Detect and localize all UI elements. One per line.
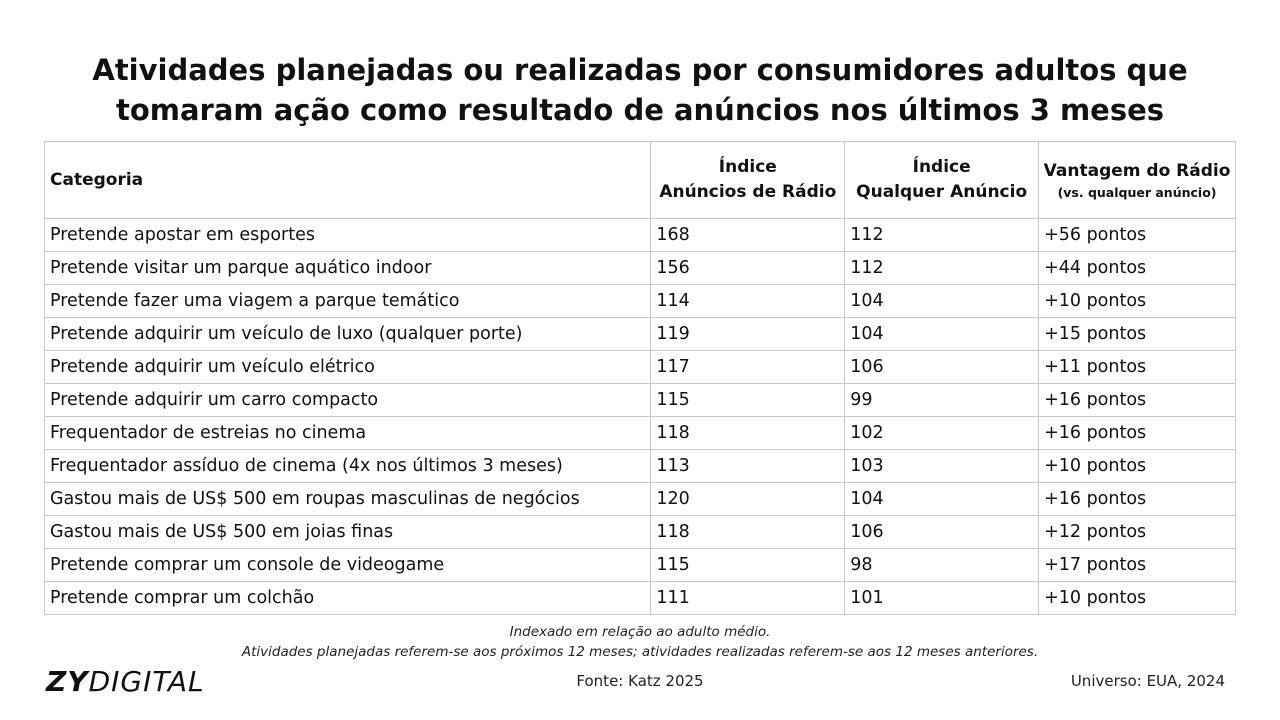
page-title: Atividades planejadas ou realizadas por …	[0, 50, 1280, 130]
cell-advantage: +16 pontos	[1038, 383, 1236, 417]
cell-advantage: +16 pontos	[1038, 416, 1236, 450]
table-row: Pretende apostar em esportes 168 112 +56…	[43, 218, 1236, 252]
table-row: Pretende comprar um colchão 111 101 +10 …	[43, 581, 1236, 615]
cell-any-index: 104	[844, 317, 1040, 351]
footnote-period-note: Atividades planejadas referem-se aos pró…	[241, 644, 1039, 660]
cell-category: Pretende visitar um parque aquático indo…	[43, 251, 652, 285]
cell-radio-index: 115	[650, 548, 846, 582]
cell-any-index: 101	[844, 581, 1040, 615]
header-advantage-main: Vantagem do Rádio	[1043, 160, 1231, 181]
header-any-index: Índice Qualquer Anúncio	[844, 141, 1040, 219]
header-advantage-sub: (vs. qualquer anúncio)	[1057, 184, 1217, 200]
cell-advantage: +16 pontos	[1038, 482, 1236, 516]
cell-category: Pretende comprar um console de videogame	[43, 548, 652, 582]
cell-category: Gastou mais de US$ 500 em roupas masculi…	[43, 482, 652, 516]
cell-category: Pretende adquirir um veículo elétrico	[43, 350, 652, 384]
cell-any-index: 98	[844, 548, 1040, 582]
table-body: Pretende apostar em esportes 168 112 +56…	[43, 218, 1236, 615]
table-row: Frequentador de estreias no cinema 118 1…	[43, 416, 1236, 450]
cell-advantage: +44 pontos	[1038, 251, 1236, 285]
cell-radio-index: 118	[650, 515, 846, 549]
cell-radio-index: 119	[650, 317, 846, 351]
page-title-line2: tomaram ação como resultado de anúncios …	[115, 93, 1165, 127]
cell-category: Gastou mais de US$ 500 em joias finas	[43, 515, 652, 549]
cell-radio-index: 114	[650, 284, 846, 318]
page-title-line1: Atividades planejadas ou realizadas por …	[92, 53, 1188, 87]
cell-radio-index: 113	[650, 449, 846, 483]
cell-category: Pretende apostar em esportes	[43, 218, 652, 252]
cell-any-index: 106	[844, 515, 1040, 549]
cell-advantage: +12 pontos	[1038, 515, 1236, 549]
zy-digital-logo: ZYDIGITAL	[46, 664, 205, 700]
activities-table: Categoria Índice Anúncios de Rádio Índic…	[43, 141, 1236, 615]
table-row: Pretende adquirir um veículo de luxo (qu…	[43, 317, 1236, 351]
cell-radio-index: 168	[650, 218, 846, 252]
cell-any-index: 103	[844, 449, 1040, 483]
header-radio-advantage: Vantagem do Rádio (vs. qualquer anúncio)	[1038, 141, 1236, 219]
cell-radio-index: 115	[650, 383, 846, 417]
universe-note: Universo: EUA, 2024	[1070, 672, 1225, 690]
table-row: Pretende visitar um parque aquático indo…	[43, 251, 1236, 285]
cell-category: Pretende fazer uma viagem a parque temát…	[43, 284, 652, 318]
cell-radio-index: 120	[650, 482, 846, 516]
cell-category: Pretende adquirir um carro compacto	[43, 383, 652, 417]
cell-category: Frequentador de estreias no cinema	[43, 416, 652, 450]
cell-advantage: +17 pontos	[1038, 548, 1236, 582]
cell-advantage: +11 pontos	[1038, 350, 1236, 384]
table-row: Pretende adquirir um veículo elétrico 11…	[43, 350, 1236, 384]
cell-advantage: +56 pontos	[1038, 218, 1236, 252]
logo-light-part: DIGITAL	[88, 665, 205, 698]
table-row: Gastou mais de US$ 500 em joias finas 11…	[43, 515, 1236, 549]
logo-bold-part: ZY	[46, 665, 89, 698]
header-category: Categoria	[43, 141, 652, 219]
cell-any-index: 112	[844, 218, 1040, 252]
table-header: Categoria Índice Anúncios de Rádio Índic…	[43, 141, 1236, 219]
source-note: Fonte: Katz 2025	[576, 672, 704, 690]
cell-advantage: +15 pontos	[1038, 317, 1236, 351]
table-row: Pretende comprar um console de videogame…	[43, 548, 1236, 582]
cell-any-index: 112	[844, 251, 1040, 285]
cell-radio-index: 156	[650, 251, 846, 285]
cell-any-index: 104	[844, 284, 1040, 318]
table-row: Frequentador assíduo de cinema (4x nos ú…	[43, 449, 1236, 483]
table-row: Pretende adquirir um carro compacto 115 …	[43, 383, 1236, 417]
footnotes: Indexado em relação ao adulto médio. Ati…	[0, 622, 1280, 662]
header-row: Categoria Índice Anúncios de Rádio Índic…	[43, 141, 1236, 219]
header-radio-index-line1: Índice	[718, 157, 777, 177]
cell-radio-index: 111	[650, 581, 846, 615]
cell-radio-index: 117	[650, 350, 846, 384]
cell-any-index: 102	[844, 416, 1040, 450]
cell-any-index: 106	[844, 350, 1040, 384]
header-any-index-line2: Qualquer Anúncio	[856, 182, 1028, 202]
cell-advantage: +10 pontos	[1038, 581, 1236, 615]
header-radio-index: Índice Anúncios de Rádio	[650, 141, 846, 219]
footnote-index-note: Indexado em relação ao adulto médio.	[509, 624, 771, 640]
cell-category: Pretende adquirir um veículo de luxo (qu…	[43, 317, 652, 351]
cell-any-index: 104	[844, 482, 1040, 516]
cell-advantage: +10 pontos	[1038, 449, 1236, 483]
header-radio-index-line2: Anúncios de Rádio	[659, 182, 837, 202]
cell-category: Pretende comprar um colchão	[43, 581, 652, 615]
cell-category: Frequentador assíduo de cinema (4x nos ú…	[43, 449, 652, 483]
table-row: Gastou mais de US$ 500 em roupas masculi…	[43, 482, 1236, 516]
cell-any-index: 99	[844, 383, 1040, 417]
cell-advantage: +10 pontos	[1038, 284, 1236, 318]
header-any-index-line1: Índice	[912, 157, 971, 177]
table-row: Pretende fazer uma viagem a parque temát…	[43, 284, 1236, 318]
cell-radio-index: 118	[650, 416, 846, 450]
